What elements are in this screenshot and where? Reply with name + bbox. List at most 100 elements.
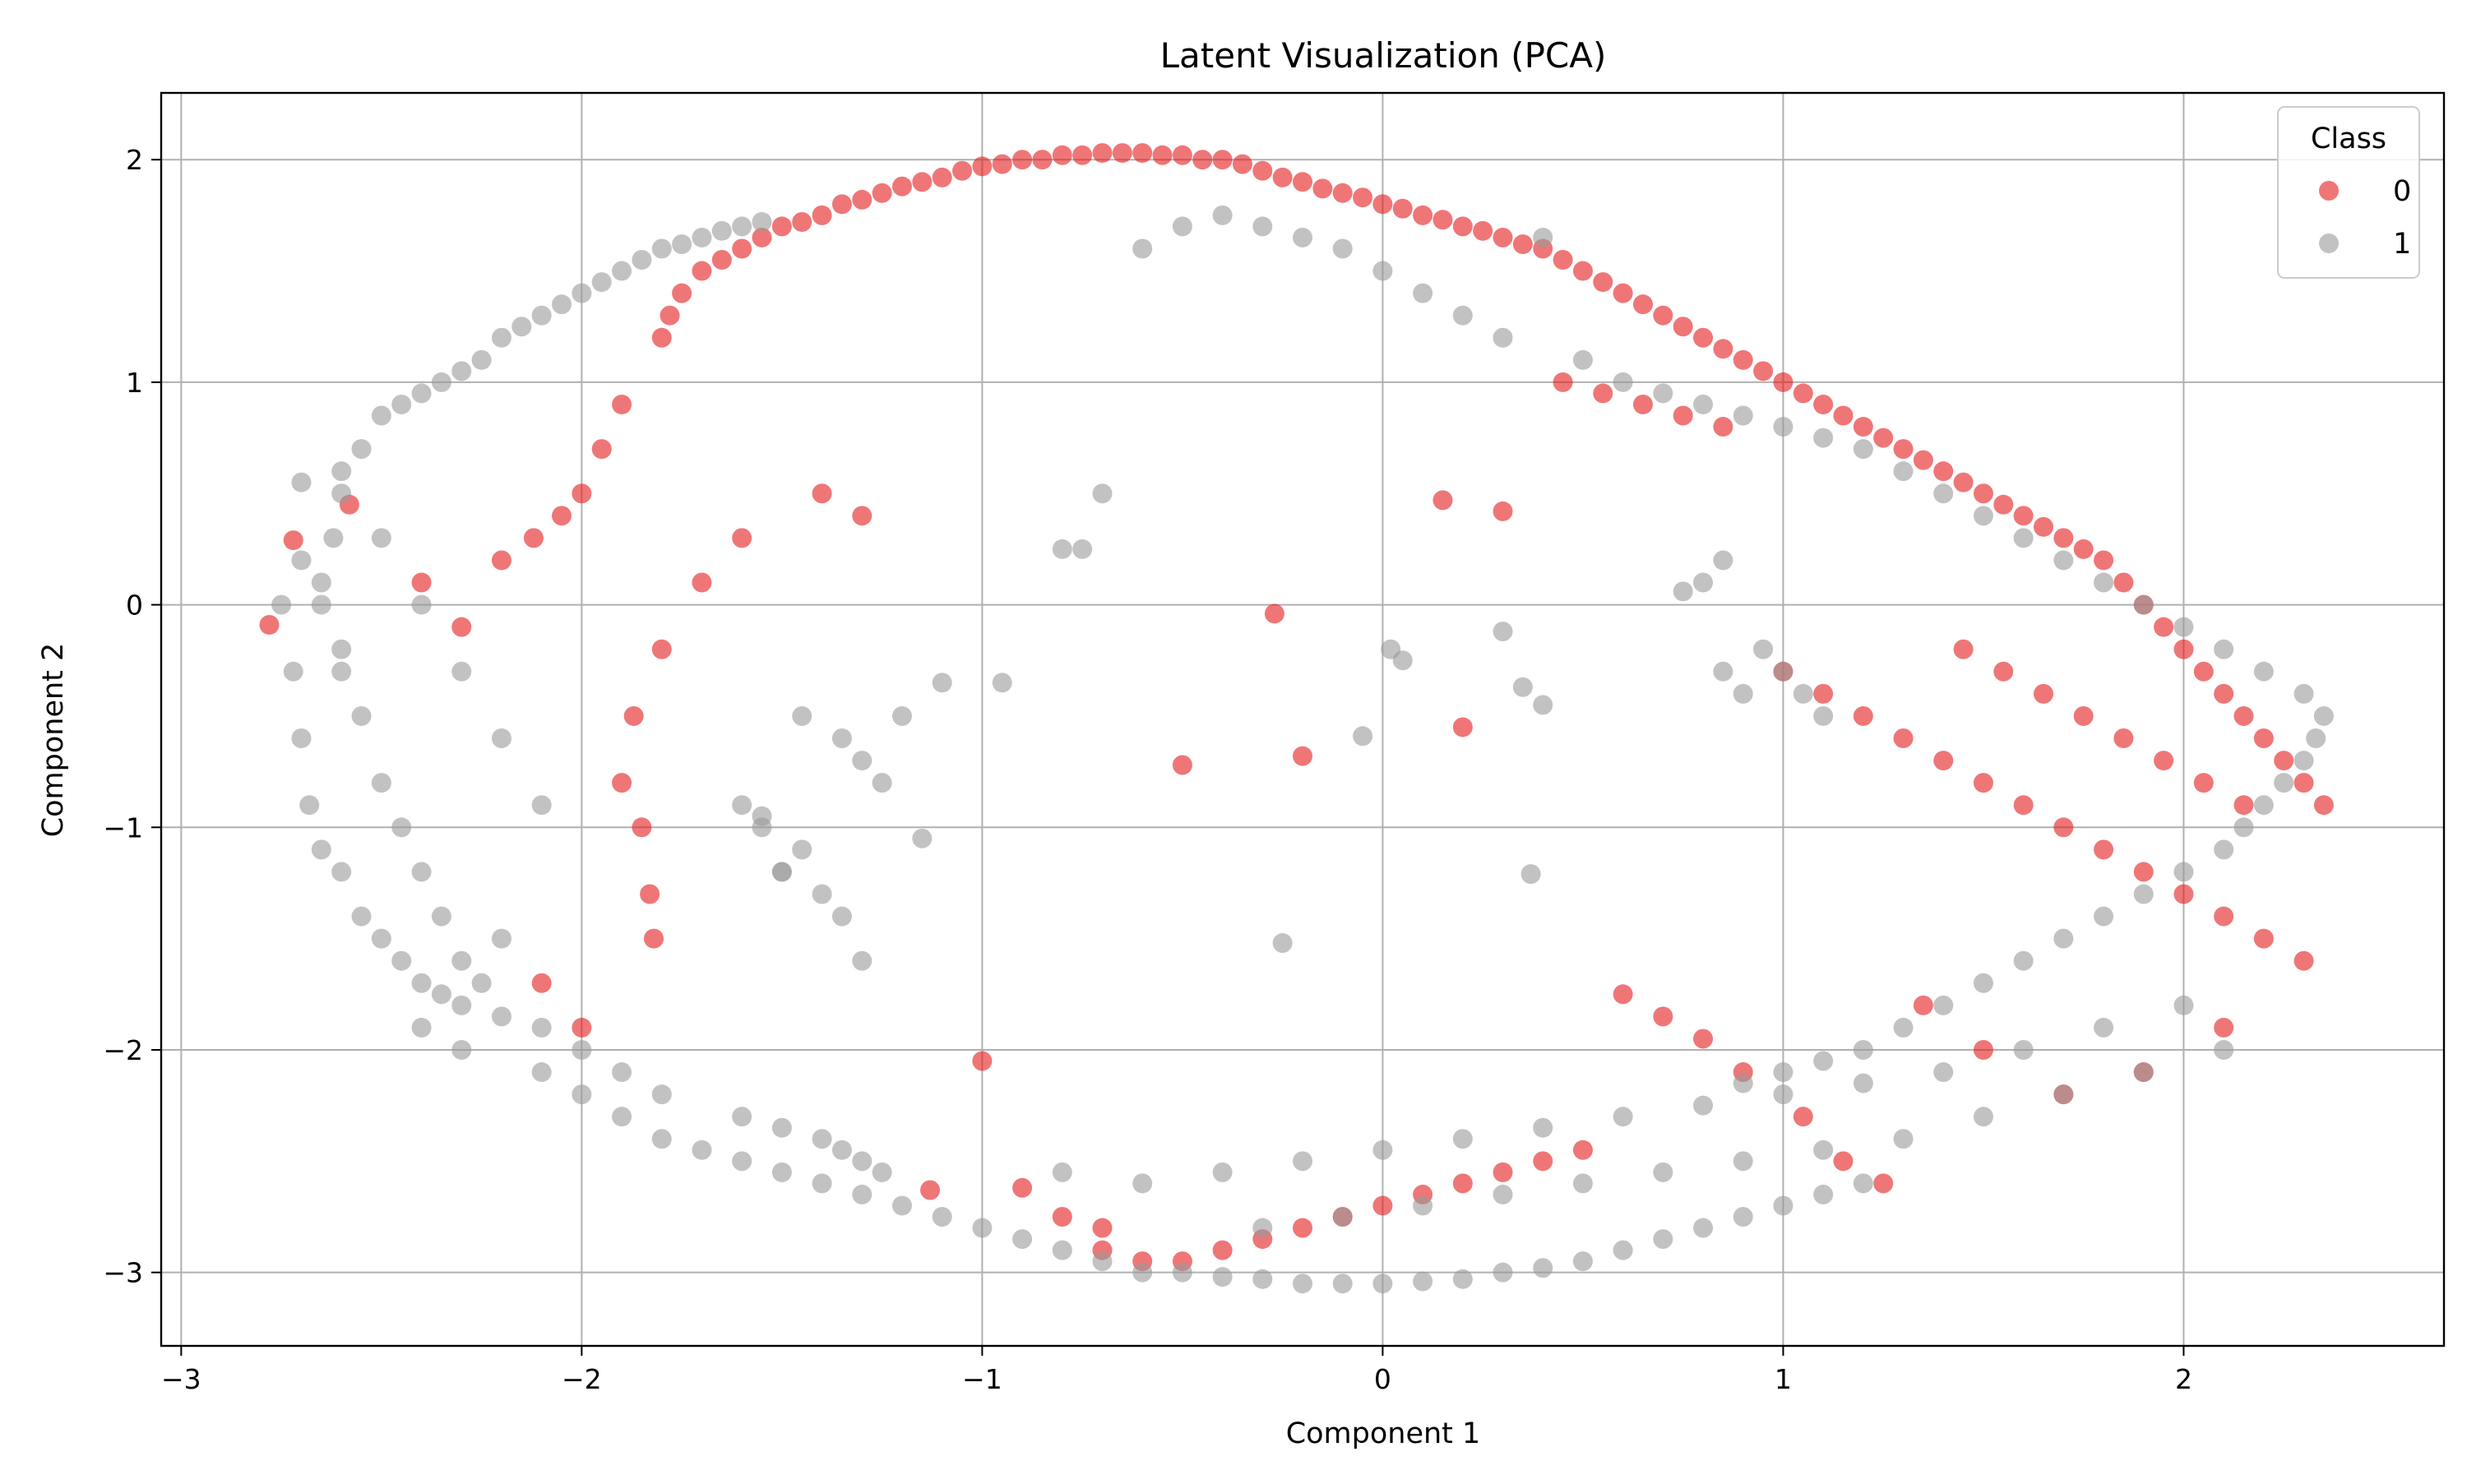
- data-point-class-1: [651, 1084, 672, 1105]
- data-point-class-1: [1533, 1258, 1553, 1278]
- data-point-class-1: [1773, 1195, 1794, 1216]
- data-point-class-0: [2173, 884, 2194, 904]
- data-point-class-1: [291, 550, 312, 571]
- data-point-class-0: [531, 973, 552, 993]
- data-point-class-1: [932, 673, 952, 693]
- data-point-class-1: [1493, 1262, 1513, 1283]
- data-point-class-0: [891, 176, 912, 196]
- data-point-class-1: [471, 349, 492, 370]
- data-point-class-0: [972, 156, 993, 177]
- data-point-class-0: [1433, 490, 1453, 511]
- data-point-class-1: [2094, 906, 2114, 927]
- data-point-class-0: [1713, 339, 1733, 359]
- chart-title: Latent Visualization (PCA): [1160, 35, 1607, 76]
- data-point-class-1: [831, 1140, 852, 1160]
- legend-box: [2277, 106, 2420, 279]
- data-point-class-1: [2313, 705, 2334, 726]
- data-point-class-1: [812, 1173, 832, 1194]
- data-point-class-1: [711, 220, 732, 241]
- data-point-class-1: [411, 383, 432, 404]
- data-point-class-1: [1533, 227, 1553, 247]
- data-point-class-1: [1813, 1184, 1834, 1204]
- data-point-class-1: [1893, 1017, 1914, 1038]
- data-point-class-1: [1693, 1095, 1714, 1116]
- data-point-class-0: [692, 261, 712, 281]
- data-point-class-1: [291, 728, 312, 749]
- data-point-class-0: [1533, 1151, 1553, 1172]
- data-point-class-0: [1392, 198, 1413, 219]
- data-point-class-0: [2033, 683, 2053, 704]
- data-point-class-1: [771, 1162, 792, 1182]
- data-point-class-0: [2233, 795, 2254, 816]
- series-class-1: [271, 205, 2334, 1294]
- data-point-class-0: [711, 250, 732, 270]
- data-point-class-1: [451, 361, 472, 381]
- data-point-class-0: [1433, 210, 1453, 230]
- data-point-class-0: [660, 305, 680, 326]
- data-point-class-1: [1793, 683, 1813, 704]
- data-point-class-0: [1653, 305, 1673, 326]
- data-point-class-1: [1293, 1274, 1312, 1294]
- data-point-class-0: [812, 483, 832, 504]
- data-point-class-1: [1853, 1073, 1873, 1093]
- data-point-class-1: [1693, 572, 1714, 593]
- data-point-class-0: [651, 639, 672, 659]
- data-point-class-1: [323, 528, 344, 548]
- data-point-class-1: [572, 1084, 592, 1105]
- data-point-class-0: [1553, 372, 1573, 392]
- data-point-class-1: [299, 795, 320, 816]
- data-point-class-0: [451, 617, 472, 637]
- data-point-class-0: [1272, 167, 1293, 187]
- data-point-class-0: [1673, 405, 1693, 426]
- data-point-class-1: [732, 1107, 752, 1127]
- data-point-class-1: [891, 705, 912, 726]
- data-point-class-1: [852, 1151, 872, 1172]
- data-point-class-0: [1933, 461, 1954, 482]
- data-point-class-1: [2173, 617, 2194, 637]
- data-point-class-1: [2173, 862, 2194, 882]
- data-point-class-0: [1953, 472, 1974, 492]
- data-point-class-0: [411, 572, 432, 593]
- data-point-class-1: [1252, 1218, 1273, 1238]
- data-point-class-1: [1853, 439, 1873, 460]
- data-point-class-1: [2013, 1039, 2034, 1060]
- data-point-class-0: [1713, 417, 1733, 437]
- data-point-class-0: [1493, 501, 1513, 521]
- data-point-class-0: [1293, 1218, 1312, 1238]
- data-point-class-1: [2053, 1084, 2074, 1105]
- data-point-class-1: [2094, 572, 2114, 593]
- data-point-class-1: [831, 728, 852, 749]
- data-point-class-0: [623, 705, 644, 726]
- data-point-class-0: [1312, 178, 1333, 199]
- y-tick-label: 0: [126, 589, 143, 622]
- data-point-class-0: [1172, 755, 1192, 775]
- data-point-class-1: [371, 928, 391, 949]
- data-point-class-1: [752, 212, 772, 233]
- data-point-class-1: [1413, 283, 1433, 303]
- data-point-class-1: [531, 305, 552, 326]
- data-point-class-1: [771, 1117, 792, 1138]
- data-point-class-1: [1520, 864, 1541, 885]
- data-point-class-1: [1132, 1262, 1153, 1283]
- y-tick-label: 2: [126, 144, 143, 176]
- data-point-class-1: [1052, 1240, 1072, 1260]
- y-tick-label: −1: [103, 811, 143, 844]
- data-point-class-0: [1632, 294, 1653, 315]
- data-point-class-0: [912, 172, 933, 192]
- data-point-class-1: [1252, 216, 1273, 237]
- data-point-class-1: [872, 773, 892, 793]
- data-point-class-1: [1413, 1271, 1433, 1292]
- data-point-class-0: [771, 216, 792, 237]
- data-point-class-0: [1593, 272, 1613, 293]
- data-point-class-0: [2053, 817, 2074, 838]
- data-point-class-0: [1833, 1151, 1854, 1172]
- data-point-class-0: [2133, 862, 2154, 882]
- data-point-class-1: [632, 250, 652, 270]
- data-point-class-1: [1092, 483, 1113, 504]
- data-point-class-0: [612, 773, 632, 793]
- data-point-class-0: [1893, 728, 1914, 749]
- data-point-class-1: [1132, 1173, 1153, 1194]
- data-point-class-1: [371, 773, 391, 793]
- data-point-class-1: [1933, 483, 1954, 504]
- data-point-class-1: [471, 973, 492, 993]
